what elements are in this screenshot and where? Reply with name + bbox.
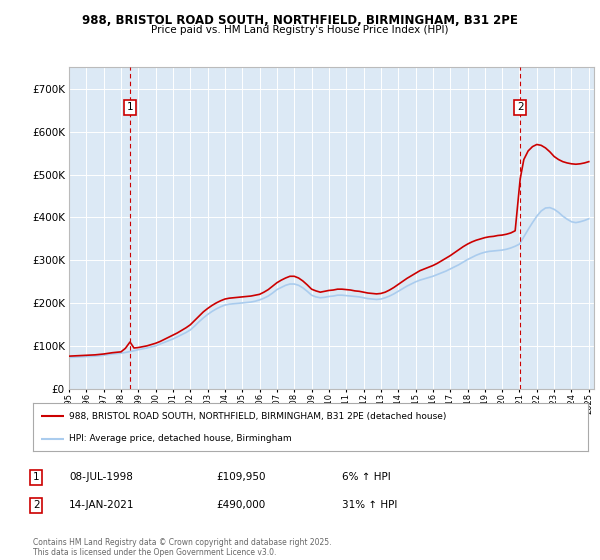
- Text: 31% ↑ HPI: 31% ↑ HPI: [342, 500, 397, 510]
- Text: Price paid vs. HM Land Registry's House Price Index (HPI): Price paid vs. HM Land Registry's House …: [151, 25, 449, 35]
- Text: £490,000: £490,000: [216, 500, 265, 510]
- Text: 08-JUL-1998: 08-JUL-1998: [69, 472, 133, 482]
- Text: 2: 2: [517, 102, 524, 113]
- Text: 2: 2: [33, 500, 40, 510]
- Text: 14-JAN-2021: 14-JAN-2021: [69, 500, 134, 510]
- Text: £109,950: £109,950: [216, 472, 265, 482]
- Text: 1: 1: [33, 472, 40, 482]
- Text: Contains HM Land Registry data © Crown copyright and database right 2025.
This d: Contains HM Land Registry data © Crown c…: [33, 538, 331, 557]
- Text: 6% ↑ HPI: 6% ↑ HPI: [342, 472, 391, 482]
- Text: HPI: Average price, detached house, Birmingham: HPI: Average price, detached house, Birm…: [69, 435, 292, 444]
- Text: 988, BRISTOL ROAD SOUTH, NORTHFIELD, BIRMINGHAM, B31 2PE (detached house): 988, BRISTOL ROAD SOUTH, NORTHFIELD, BIR…: [69, 412, 446, 421]
- Text: 1: 1: [127, 102, 133, 113]
- Text: 988, BRISTOL ROAD SOUTH, NORTHFIELD, BIRMINGHAM, B31 2PE: 988, BRISTOL ROAD SOUTH, NORTHFIELD, BIR…: [82, 14, 518, 27]
